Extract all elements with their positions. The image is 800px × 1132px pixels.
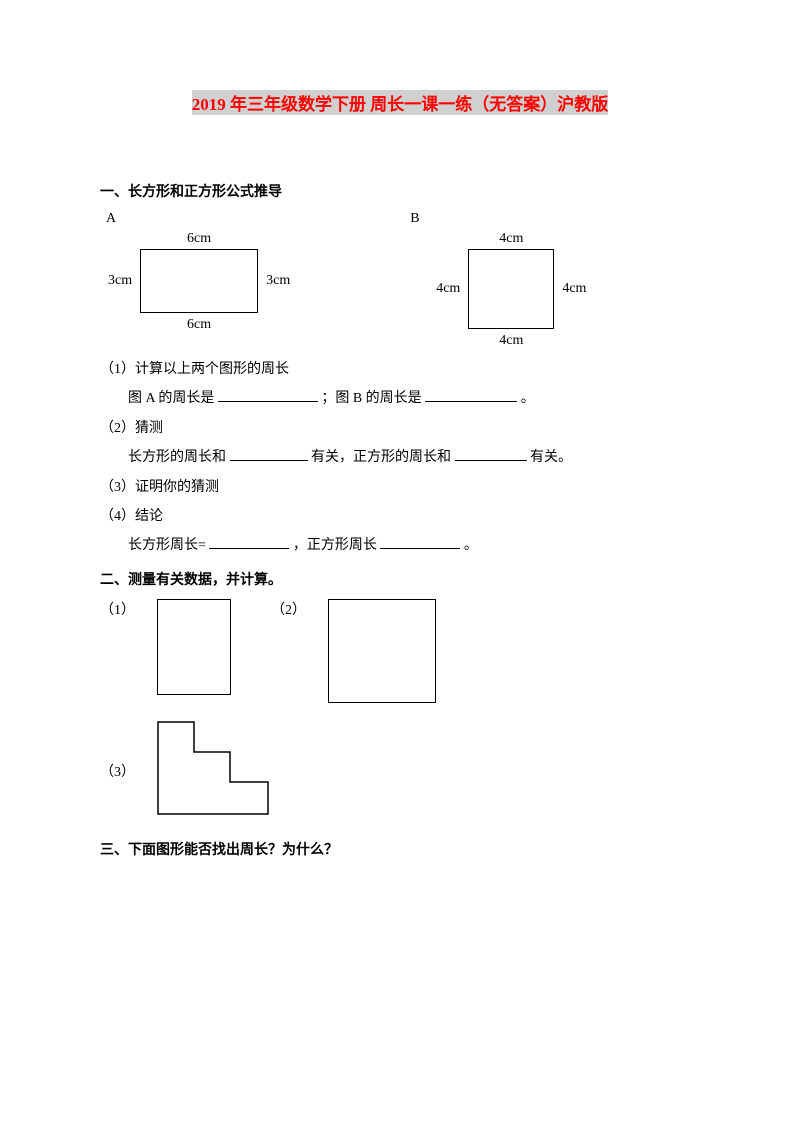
shape-b: B 4cm 4cm 4cm 4cm	[428, 211, 594, 349]
measure-2-label: （2）	[271, 599, 306, 619]
shape-b-rect	[468, 249, 554, 329]
shape-a-dim-top: 6cm	[187, 231, 211, 247]
shape-a-dim-right: 3cm	[258, 273, 298, 289]
q2-blank-2[interactable]	[455, 448, 527, 462]
measure-1-label: （1）	[100, 599, 135, 619]
measure-row-1: （1） （2）	[100, 599, 700, 703]
shape-b-letter: B	[410, 211, 419, 227]
shape-a-rect	[140, 249, 258, 313]
q2-label: （2）猜测	[100, 414, 700, 443]
section2-heading: 二、测量有关数据，并计算。	[100, 569, 700, 589]
shape-a: A 6cm 3cm 3cm 6cm	[100, 211, 298, 333]
measure-row-2: （3）	[100, 721, 700, 815]
shape-b-dim-right: 4cm	[554, 281, 594, 297]
q4-line: 长方形周长= ，正方形周长 。	[100, 531, 700, 560]
q1-pre: 图 A 的周长是	[128, 391, 214, 406]
q2-blank-1[interactable]	[230, 448, 308, 462]
section3-heading: 三、下面图形能否找出周长？为什么？	[100, 839, 700, 859]
shape-b-dim-bottom: 4cm	[499, 333, 523, 349]
q4-mid: ，正方形周长	[293, 538, 377, 553]
page-title: 2019 年三年级数学下册 周长一课一练（无答案）沪教版	[192, 90, 609, 115]
section1-heading: 一、长方形和正方形公式推导	[100, 181, 700, 201]
q3-label: （3）证明你的猜测	[100, 473, 700, 502]
shape-b-dim-top: 4cm	[499, 231, 523, 247]
q1-line: 图 A 的周长是 ；图 B 的周长是 。	[100, 384, 700, 413]
measure-2-rect	[328, 599, 436, 703]
q4-blank-1[interactable]	[209, 536, 289, 550]
q1-blank-1[interactable]	[218, 389, 318, 403]
shape-b-dim-left: 4cm	[428, 281, 468, 297]
q1-end: 。	[521, 391, 535, 406]
q1-label: （1）计算以上两个图形的周长	[100, 355, 700, 384]
q2-line: 长方形的周长和 有关，正方形的周长和 有关。	[100, 443, 700, 472]
measure-3-label: （3）	[100, 721, 135, 781]
q4-label: （4）结论	[100, 502, 700, 531]
measure-3-stair-shape	[157, 721, 269, 815]
shape-a-letter: A	[106, 211, 116, 227]
q4-blank-2[interactable]	[380, 536, 460, 550]
q2-end: 有关。	[530, 450, 572, 465]
measure-1-rect	[157, 599, 231, 695]
q2-pre: 长方形的周长和	[128, 450, 226, 465]
q1-mid: ；图 B 的周长是	[321, 391, 421, 406]
q4-pre: 长方形周长=	[128, 538, 206, 553]
shape-a-dim-bottom: 6cm	[187, 317, 211, 333]
shape-a-dim-left: 3cm	[100, 273, 140, 289]
q1-blank-2[interactable]	[425, 389, 517, 403]
q4-end: 。	[464, 538, 478, 553]
q2-mid1: 有关，正方形的周长和	[311, 450, 451, 465]
formula-shapes: A 6cm 3cm 3cm 6cm B 4cm 4cm 4cm 4cm	[100, 211, 700, 349]
